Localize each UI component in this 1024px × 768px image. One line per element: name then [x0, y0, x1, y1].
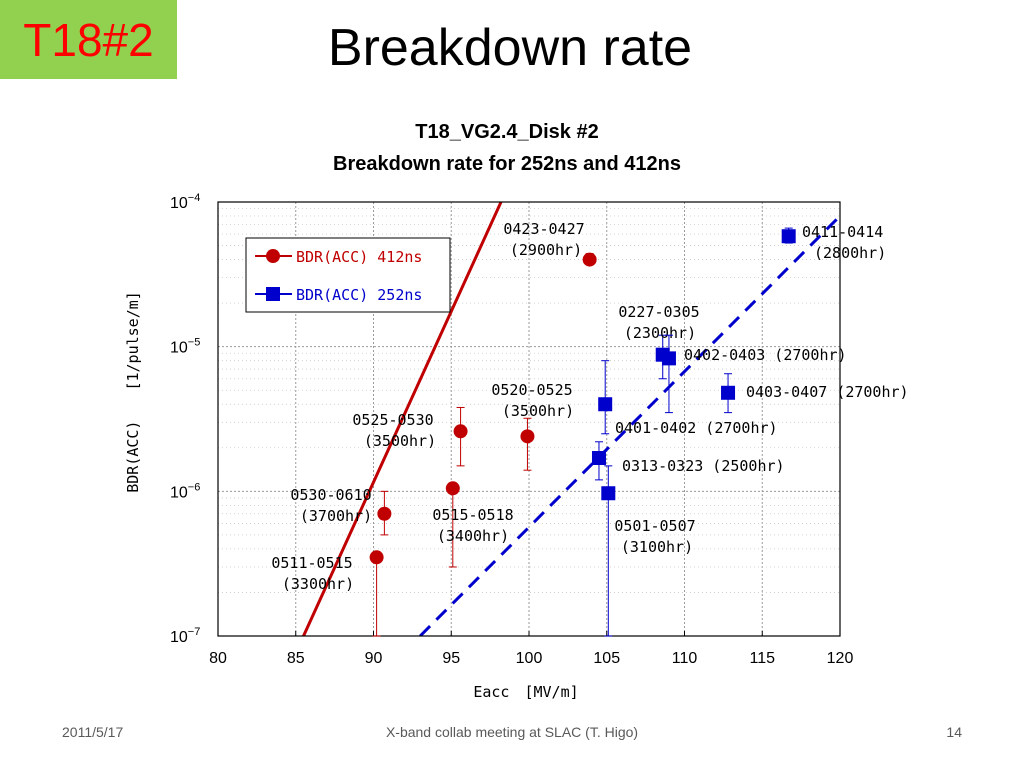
point-label: (3400hr) [437, 527, 509, 545]
x-axis-label: Eacc [MV/m] [473, 683, 578, 701]
y-tick-label: 10−4 [170, 192, 200, 212]
x-tick-label: 85 [287, 650, 305, 667]
y-axis-label: BDR(ACC) [1/pulse/m] [124, 291, 142, 493]
point-label: 0530-0610 [290, 486, 371, 504]
data-point-252ns [598, 397, 613, 412]
chart-title-line-1: T18_VG2.4_Disk #2 [415, 121, 598, 143]
x-tick-label: 105 [593, 650, 620, 667]
data-point-412ns [582, 252, 597, 267]
data-point-252ns [781, 229, 796, 244]
slide-badge: T18#2 [0, 0, 177, 79]
point-label: (2800hr) [814, 244, 886, 262]
fit-line-series-1 [419, 214, 840, 636]
data-point-412ns [445, 481, 460, 496]
point-label: (3500hr) [364, 432, 436, 450]
point-label: 0511-0515 [271, 554, 352, 572]
data-point-412ns [520, 429, 535, 444]
point-label: 0515-0518 [432, 506, 513, 524]
footer-date: 2011/5/17 [62, 724, 124, 740]
x-tick-label: 120 [827, 650, 854, 667]
x-tick-label: 110 [672, 650, 698, 667]
legend-label: BDR(ACC) 252ns [296, 286, 422, 304]
point-label: (3300hr) [282, 575, 354, 593]
fit-line-series-0 [302, 202, 503, 636]
slide-title: Breakdown rate [327, 19, 693, 77]
data-point-412ns [369, 550, 384, 565]
point-label: 0411-0414 [802, 223, 883, 241]
footer-page-number: 14 [946, 724, 962, 740]
x-tick-label: 80 [209, 650, 227, 667]
point-label: (3500hr) [502, 402, 574, 420]
legend-label: BDR(ACC) 412ns [296, 248, 422, 266]
point-label: (3100hr) [621, 538, 693, 556]
point-label: 0403-0407 (2700hr) [746, 383, 909, 401]
legend-marker-circle [266, 249, 280, 263]
y-tick-label: 10−7 [170, 626, 200, 646]
x-tick-label: 100 [516, 650, 543, 667]
chart-title-line-2: Breakdown rate for 252ns and 412ns [333, 153, 681, 175]
data-point-252ns [721, 385, 736, 400]
point-label: 0401-0402 (2700hr) [615, 419, 778, 437]
footer-meeting: X-band collab meeting at SLAC (T. Higo) [385, 724, 639, 740]
point-label: 0525-0530 [352, 411, 433, 429]
x-tick-label: 95 [442, 650, 460, 667]
y-tick-label: 10−5 [170, 337, 200, 357]
point-label: 0520-0525 [491, 381, 572, 399]
point-label: (3700hr) [300, 507, 372, 525]
point-label: (2300hr) [624, 324, 696, 342]
point-label: 0423-0427 [503, 220, 584, 238]
point-label: 0402-0403 (2700hr) [684, 346, 847, 364]
y-tick-label: 10−6 [170, 481, 200, 501]
legend-marker-square [266, 287, 280, 301]
data-point-412ns [453, 424, 468, 439]
chart-legend: BDR(ACC) 412ns BDR(ACC) 252ns [245, 237, 451, 313]
x-tick-label: 115 [749, 650, 775, 667]
data-point-412ns [377, 506, 392, 521]
point-label: 0313-0323 (2500hr) [622, 457, 785, 475]
data-point-252ns [601, 486, 616, 501]
point-label: 0501-0507 [614, 517, 695, 535]
x-tick-label: 90 [365, 650, 383, 667]
point-label: 0227-0305 [618, 303, 699, 321]
data-point-252ns [591, 450, 606, 465]
point-label: (2900hr) [510, 241, 582, 259]
data-point-252ns [661, 351, 676, 366]
